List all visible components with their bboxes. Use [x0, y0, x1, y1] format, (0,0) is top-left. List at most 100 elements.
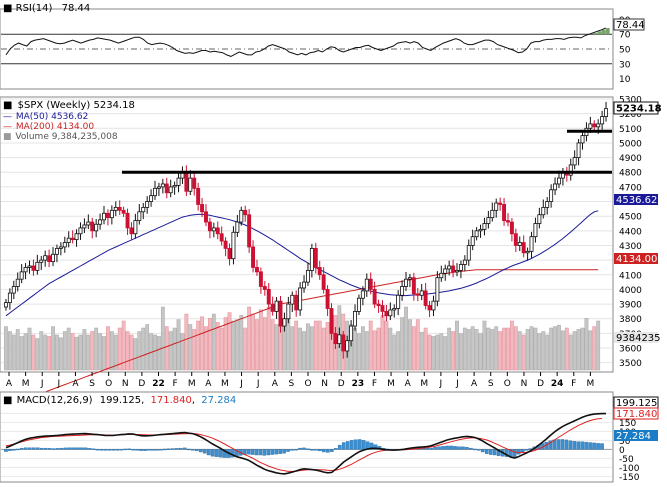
candle-down: [227, 248, 232, 260]
macd-histogram-bar: [95, 449, 100, 451]
volume-bar: [39, 331, 44, 371]
x-tick-label: 23: [352, 379, 365, 389]
candle-up: [482, 223, 487, 230]
volume-bar: [188, 324, 193, 371]
x-tick-label: F: [372, 379, 377, 389]
rsi-overbought-fill: [593, 28, 610, 35]
volume-bar: [560, 330, 565, 371]
macd-histogram-bar: [481, 449, 485, 453]
macd-histogram-bar: [103, 449, 108, 451]
macd-histogram-bar: [55, 448, 60, 450]
macd-histogram-bar: [28, 447, 32, 450]
volume-bar: [411, 326, 416, 371]
macd-histogram-bar: [83, 447, 88, 450]
volume-bar: [384, 320, 389, 371]
macd-histogram-bar: [357, 439, 362, 450]
volume-bar: [70, 333, 75, 371]
candle-up: [588, 123, 593, 129]
x-tick-label: A: [471, 379, 478, 389]
candle-up: [533, 223, 538, 238]
candle-up: [133, 220, 138, 235]
volume-bar: [219, 327, 224, 371]
candle-up: [211, 227, 216, 232]
volume-bar: [145, 324, 150, 371]
volume-bar: [592, 326, 597, 371]
candle-up: [517, 242, 522, 246]
candle-down: [255, 267, 259, 273]
x-tick-label: S: [289, 379, 295, 389]
candle-up: [160, 183, 165, 188]
macd-histogram-bar: [71, 447, 76, 450]
price-tick-label: 4800: [619, 169, 642, 179]
candle-down: [313, 248, 318, 268]
candle-up: [364, 278, 369, 292]
macd-histogram-bar: [35, 447, 40, 450]
volume-bar: [109, 331, 114, 371]
macd-histogram-bar: [576, 441, 580, 450]
macd-histogram-bar: [306, 448, 310, 450]
rsi-value-box: [613, 18, 645, 31]
macd-histogram-bar: [373, 444, 378, 450]
macd-legend: ■ MACD(12,26,9) 199.125, 171.840, 27.284: [3, 395, 236, 406]
candle-down: [341, 334, 346, 352]
volume-bar: [223, 317, 228, 371]
volume-bar: [596, 320, 601, 371]
x-tick-label: 24: [551, 379, 564, 389]
candle-down: [329, 308, 334, 334]
candle-up: [39, 259, 44, 263]
candle-up: [145, 201, 150, 208]
x-tick-label: O: [304, 379, 311, 389]
macd-histogram-bar: [274, 449, 278, 455]
candle-up: [309, 248, 314, 271]
candle-down: [325, 289, 330, 309]
volume-bar: [357, 333, 361, 371]
macd-legend-sep1: ,: [141, 395, 144, 406]
candle-down: [243, 209, 248, 216]
candle-down: [200, 204, 205, 213]
macd-histogram-bar: [155, 449, 159, 451]
macd-histogram-bar: [51, 448, 56, 450]
candle-up: [153, 187, 157, 197]
x-tick-label: S: [89, 379, 95, 389]
x-tick-label: J: [455, 379, 459, 389]
candles: [3, 101, 609, 359]
volume-bar: [51, 326, 55, 371]
x-tick-label: D: [338, 379, 345, 389]
x-tick-label: F: [571, 379, 576, 389]
macd-histogram-bar: [333, 448, 338, 450]
candle-up: [58, 246, 63, 249]
candle-down: [251, 246, 256, 268]
volume-legend-text: Volume 9,384,235,008: [15, 132, 117, 142]
candle-up: [557, 177, 561, 185]
volume-bar: [290, 326, 295, 371]
rsi-legend-value: 78.44: [62, 3, 91, 14]
macd-panel: ■ MACD(12,26,9) 199.125, 171.840, 27.284…: [0, 391, 659, 483]
volume-bar: [353, 327, 357, 371]
volume-bar: [572, 331, 577, 371]
volume-bar: [180, 333, 185, 371]
macd-histogram-bar: [286, 449, 290, 452]
x-tick-label: O: [504, 379, 511, 389]
volume-bar: [517, 331, 522, 371]
volume-bar: [168, 331, 173, 371]
candle-up: [302, 281, 307, 289]
x-tick-label: M: [221, 379, 229, 389]
x-tick-label: A: [405, 379, 412, 389]
macd-histogram-bar: [246, 449, 251, 455]
volume-bar: [58, 337, 63, 371]
macd-histogram-bar: [79, 447, 84, 450]
macd-histogram-bar: [290, 449, 294, 451]
macd-histogram-bar: [20, 447, 24, 450]
x-tick-label: M: [587, 379, 595, 389]
volume-bar: [117, 327, 122, 371]
candle-down: [192, 177, 197, 189]
candle-up: [447, 265, 452, 270]
volume-bar: [506, 327, 510, 371]
volume-bar: [513, 326, 518, 371]
volume-bar: [309, 326, 314, 371]
volume-bar: [258, 309, 263, 371]
candle-up: [172, 185, 177, 188]
macd-histogram-bar: [584, 441, 588, 450]
rsi-legend-label: RSI(14): [16, 3, 53, 14]
candle-down: [502, 204, 507, 221]
